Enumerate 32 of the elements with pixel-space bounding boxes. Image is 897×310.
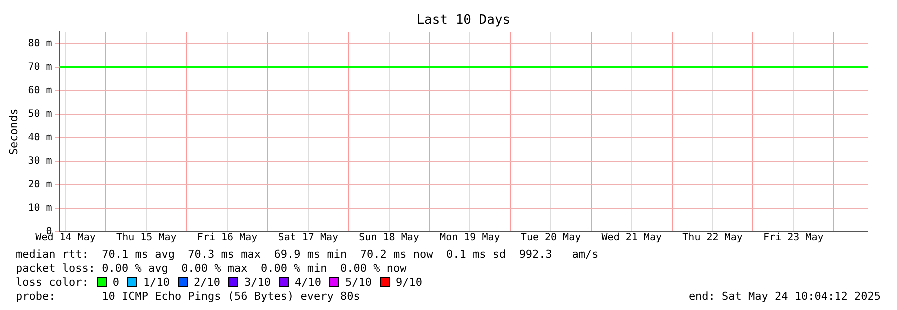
legend-title: loss color: (16, 276, 89, 289)
x-tick-label: Fri 16 May (197, 232, 258, 244)
legend-label: 9/10 (396, 276, 422, 289)
y-tick-label: 60 m (28, 85, 52, 96)
y-tick-label: 50 m (28, 108, 52, 120)
y-tick-label: 10 m (28, 203, 52, 214)
text: packet loss: 0.00 % avg 0.00 % max 0.00 % min 0.00 % now (16, 262, 407, 275)
legend-label: 2/10 (194, 276, 220, 289)
legend-label: 4/10 (294, 276, 322, 289)
x-tick-label: Sun 18 May (359, 232, 420, 244)
x-tick-label: Wed 14 May (36, 232, 96, 244)
x-tick-label: Tue 20 May (520, 232, 582, 244)
x-tick-label: Fri 23 May (764, 232, 824, 244)
y-tick-label: 70 m (28, 62, 52, 73)
x-tick-label: Thu 22 May (682, 232, 743, 244)
legend-label: 5/10 (345, 276, 372, 289)
y-tick-label: 80 m (28, 38, 52, 50)
y-tick-label: 30 m (28, 156, 52, 168)
chart-title: Last 10 Days (416, 13, 511, 28)
x-tick-label: Thu 15 May (116, 232, 177, 244)
y-axis-title: Seconds (7, 108, 20, 156)
legend-label: 1/10 (143, 276, 170, 289)
x-tick-label: Mon 19 May (440, 232, 500, 244)
x-tick-label: Wed 21 May (602, 232, 662, 244)
x-tick-label: Sat 17 May (278, 232, 339, 244)
text: end: Sat May 24 10:04:12 2025 (688, 290, 881, 303)
legend-label: 0 (112, 276, 120, 289)
text: probe: 10 ICMP Echo Pings (56 Bytes) every 80s (16, 290, 360, 303)
y-tick-label: 40 m (28, 132, 52, 144)
legend-label: 3/10 (244, 276, 271, 289)
text: median rtt: 70.1 ms avg 70.3 ms max 69.9 ms min 70.2 ms now 0.1 ms sd 992.3 am/s (16, 248, 599, 261)
y-tick-label: 20 m (28, 180, 52, 191)
